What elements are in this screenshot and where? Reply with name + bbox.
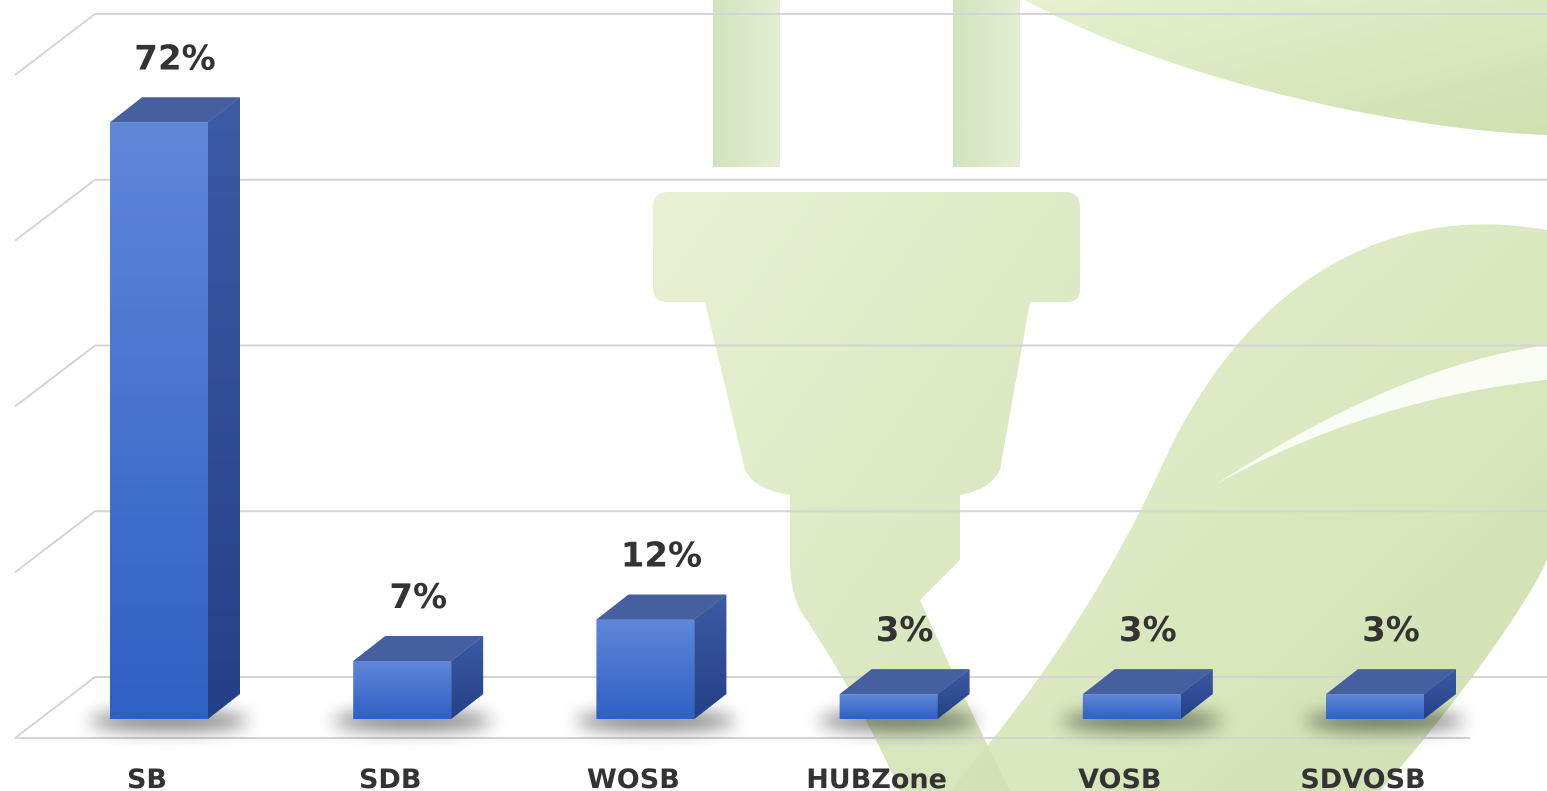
- category-label: SDB: [359, 764, 421, 791]
- grid-line-side: [15, 14, 95, 75]
- category-label: VOSB: [1078, 764, 1161, 791]
- category-label: HUBZone: [806, 764, 947, 791]
- grid-line-side: [15, 677, 95, 738]
- category-label: SDVOSB: [1300, 764, 1425, 791]
- value-label: 7%: [389, 577, 447, 617]
- bar-front: [1083, 694, 1181, 719]
- grid-line-side: [15, 511, 95, 572]
- category-label: WOSB: [587, 764, 680, 791]
- value-label: 3%: [876, 610, 934, 650]
- chart: 72% SB 7% SDB 12% WOSB 3% HUBZone 3% VOSB 3% SDVOSB: [0, 0, 1547, 791]
- value-label: 12%: [621, 536, 702, 576]
- page: {"chart_data": {"type": "bar3d", "catego…: [0, 0, 1547, 791]
- value-label: 3%: [1119, 610, 1177, 650]
- value-label: 72%: [134, 38, 215, 78]
- grid-line-side: [15, 180, 95, 241]
- plug-prong: [953, 0, 1020, 167]
- bar-front: [110, 122, 208, 719]
- plug-prong: [713, 0, 780, 167]
- bar-front: [1326, 694, 1424, 719]
- leaf-right: [950, 224, 1547, 791]
- category-label: SB: [127, 764, 167, 791]
- leaf-top: [1025, 0, 1547, 135]
- bar-front: [596, 620, 694, 719]
- bar-front: [840, 694, 938, 719]
- value-label: 3%: [1362, 610, 1420, 650]
- grid-line-side: [15, 346, 95, 407]
- bar-front: [353, 661, 451, 719]
- bar-side: [208, 97, 240, 719]
